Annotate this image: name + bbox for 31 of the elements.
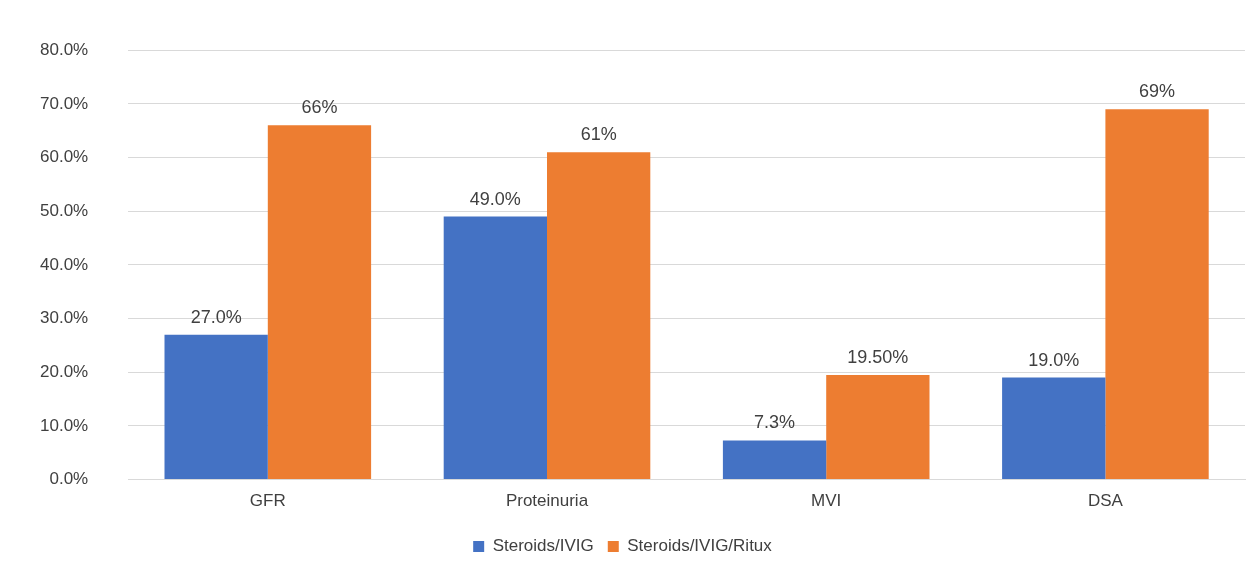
data-label: 61% xyxy=(580,124,617,145)
y-tick-label: 70.0% xyxy=(40,93,89,113)
bar xyxy=(267,125,372,480)
bar xyxy=(1105,109,1209,480)
bar xyxy=(547,152,651,480)
bar xyxy=(164,334,268,480)
x-tick-label: GFR xyxy=(249,491,286,511)
data-label: 69% xyxy=(1139,81,1176,102)
x-tick-label: Proteinuria xyxy=(505,491,589,511)
legend-label: Steroids/IVIG/Ritux xyxy=(627,536,773,556)
x-tick-label: DSA xyxy=(1087,491,1124,511)
data-label: 66% xyxy=(301,97,338,118)
data-label: 27.0% xyxy=(190,306,242,327)
y-tick-label: 50.0% xyxy=(40,200,89,220)
y-tick-label: 80.0% xyxy=(40,39,89,59)
data-label: 19.50% xyxy=(847,346,909,367)
bar xyxy=(443,216,547,480)
y-tick-label: 20.0% xyxy=(40,361,89,381)
y-tick-label: 10.0% xyxy=(40,415,89,435)
legend-label: Steroids/IVIG xyxy=(492,536,594,556)
bar xyxy=(722,440,827,480)
x-tick-label: MVI xyxy=(811,491,842,511)
data-label: 49.0% xyxy=(469,188,521,209)
y-tick-label: 60.0% xyxy=(40,147,89,167)
y-tick-label: 40.0% xyxy=(40,254,89,274)
y-tick-label: 0.0% xyxy=(49,469,89,489)
bar xyxy=(826,374,930,480)
y-tick-label: 30.0% xyxy=(40,308,89,328)
bar xyxy=(1002,377,1106,480)
data-label: 7.3% xyxy=(754,412,796,433)
data-label: 19.0% xyxy=(1028,349,1080,370)
